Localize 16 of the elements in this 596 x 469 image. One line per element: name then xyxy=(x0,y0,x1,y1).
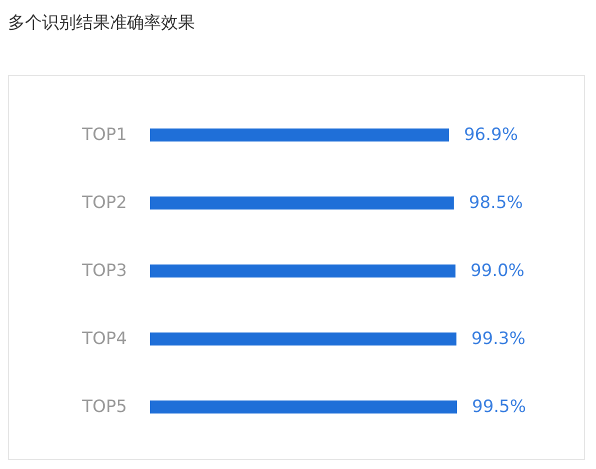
bar xyxy=(150,264,456,278)
bar xyxy=(150,128,449,142)
data-label: 99.5% xyxy=(472,397,526,417)
bar xyxy=(150,332,456,346)
data-label: 99.0% xyxy=(470,261,524,281)
y-tick-label: TOP4 xyxy=(81,329,127,349)
data-label: 99.3% xyxy=(471,329,526,349)
y-tick-label: TOP5 xyxy=(81,397,127,417)
y-tick-label: TOP2 xyxy=(81,193,127,213)
chart-title: 多个识别结果准确率效果 xyxy=(8,12,196,35)
data-label: 96.9% xyxy=(464,125,518,145)
data-label: 98.5% xyxy=(468,193,523,213)
y-tick-label: TOP1 xyxy=(81,125,127,145)
bar xyxy=(150,196,454,210)
bar xyxy=(150,400,457,414)
y-tick-label: TOP3 xyxy=(81,261,127,281)
